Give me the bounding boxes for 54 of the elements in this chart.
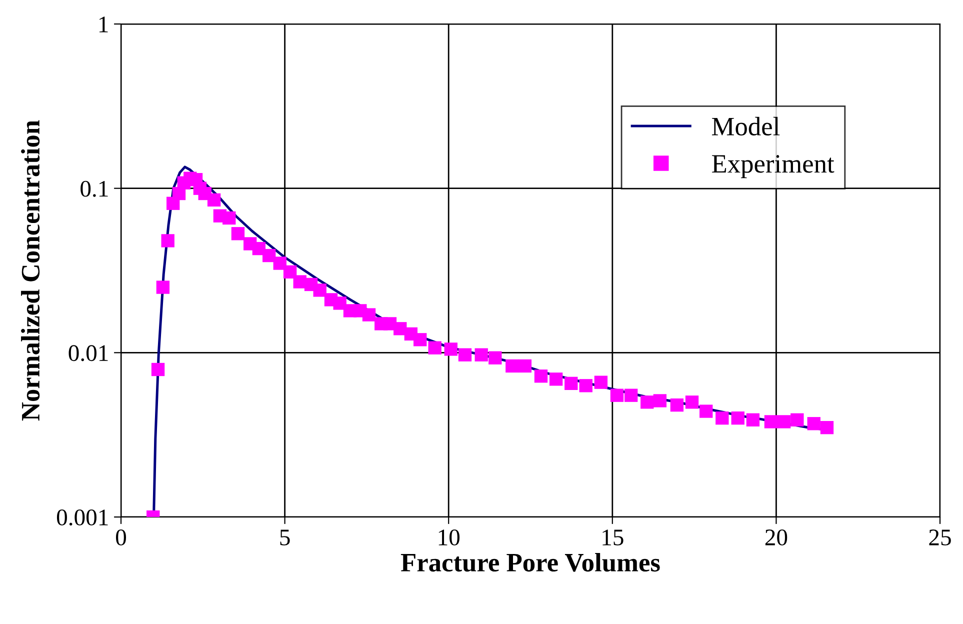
y-tick-label: 1 bbox=[99, 16, 108, 32]
point bbox=[624, 388, 638, 402]
point bbox=[506, 359, 519, 373]
legend-label: Model bbox=[712, 116, 780, 136]
point bbox=[746, 413, 760, 426]
y-tick-label: 0.001 bbox=[56, 509, 108, 526]
point bbox=[488, 351, 502, 364]
point bbox=[428, 341, 442, 354]
point bbox=[414, 333, 427, 346]
x-tick-label: 20 bbox=[765, 529, 788, 546]
point bbox=[207, 193, 221, 207]
x-axis-title: Fracture Pore Volumes bbox=[400, 552, 660, 572]
point bbox=[458, 348, 472, 362]
point bbox=[670, 398, 684, 412]
point bbox=[594, 376, 608, 389]
point bbox=[534, 370, 548, 383]
point bbox=[161, 234, 174, 248]
point bbox=[474, 348, 488, 362]
point bbox=[518, 359, 532, 373]
x-tick-label: 0 bbox=[116, 529, 126, 546]
point bbox=[653, 394, 666, 408]
point bbox=[564, 376, 578, 390]
point bbox=[283, 265, 297, 279]
point bbox=[640, 396, 654, 409]
point bbox=[313, 284, 326, 297]
y-tick-label: 0.01 bbox=[68, 345, 108, 362]
point bbox=[807, 417, 820, 430]
point bbox=[362, 308, 376, 322]
point bbox=[444, 342, 458, 356]
point bbox=[549, 372, 563, 386]
point bbox=[151, 362, 165, 376]
x-tick-label: 15 bbox=[602, 530, 624, 546]
point bbox=[700, 404, 713, 418]
point bbox=[777, 415, 791, 428]
point bbox=[333, 296, 346, 310]
point bbox=[764, 415, 778, 428]
point bbox=[610, 388, 624, 402]
point bbox=[579, 379, 592, 392]
x-tick-label: 10 bbox=[438, 529, 460, 546]
y-tick-label: 0.1 bbox=[80, 180, 108, 197]
point bbox=[222, 211, 236, 225]
point bbox=[790, 413, 804, 426]
point bbox=[231, 227, 245, 240]
point bbox=[820, 421, 834, 434]
x-tick-label: 5 bbox=[280, 530, 290, 546]
point bbox=[156, 280, 170, 294]
point bbox=[685, 396, 699, 409]
legend-label: Experiment bbox=[712, 155, 834, 178]
point bbox=[273, 256, 286, 270]
y-axis-title: Normalized Concentration bbox=[21, 120, 40, 421]
x-tick-label: 25 bbox=[929, 530, 951, 546]
point bbox=[262, 248, 276, 262]
point bbox=[716, 411, 729, 425]
point bbox=[731, 411, 744, 425]
